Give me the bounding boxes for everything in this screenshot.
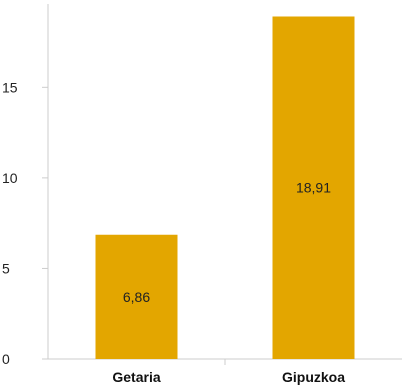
data-label: 18,91: [296, 180, 331, 196]
bars: [95, 16, 355, 360]
data-label: 6,86: [123, 289, 150, 305]
x-tick-label: Getaria: [112, 369, 160, 385]
x-tick-label: Gipuzkoa: [282, 369, 345, 385]
y-tick-label: 15: [2, 79, 18, 95]
labels: 0 5 10 15 6,86 Getaria 18,91 Gipuzkoa: [2, 79, 345, 385]
y-tick-label: 5: [2, 260, 10, 276]
bar-getaria: [95, 234, 178, 359]
y-tick-label: 0: [2, 351, 10, 367]
y-tick-label: 10: [2, 170, 18, 186]
bar-gipuzkoa: [272, 16, 355, 360]
